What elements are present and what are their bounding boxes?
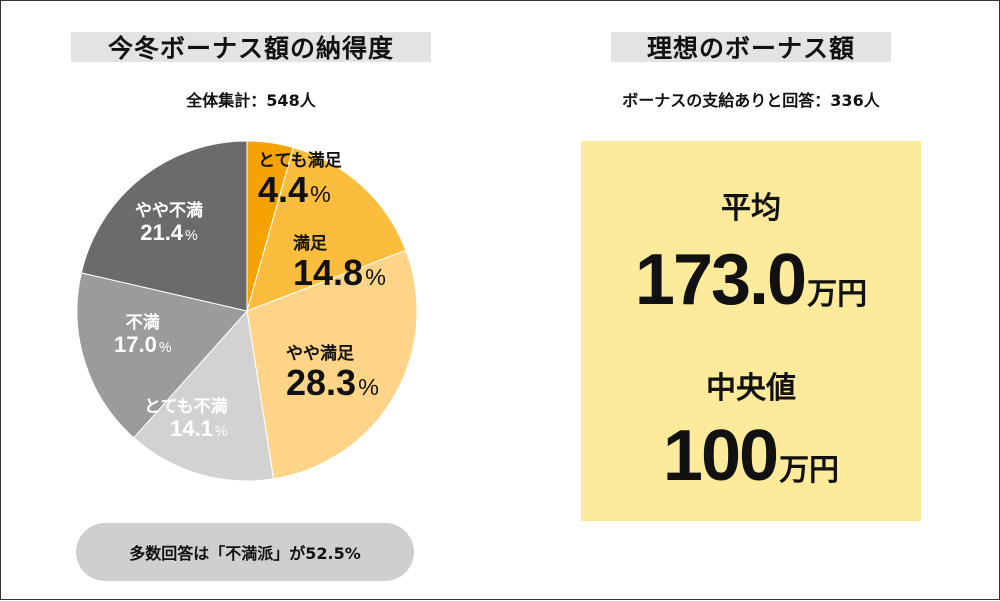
- left-panel-title: 今冬ボーナス額の納得度: [71, 32, 431, 63]
- slice-name: やや不満: [135, 201, 203, 221]
- average-unit: 万円: [807, 277, 868, 312]
- slice-percent: 28.3%: [286, 361, 379, 403]
- slice-name: 不満: [125, 313, 160, 333]
- slice-name: とても不満: [144, 397, 228, 417]
- slice-label-somewhat-dissatisfied: やや不満 21.4%: [135, 201, 203, 245]
- right-panel-title: 理想のボーナス額: [611, 32, 891, 63]
- slice-label-satisfied: 満足 14.8%: [293, 234, 386, 293]
- right-panel-subtitle: ボーナスの支給ありと回答：336人: [622, 91, 880, 110]
- pie-slice-4: [76, 272, 248, 439]
- slice-label-dissatisfied: 不満 17.0%: [114, 313, 172, 357]
- slice-percent: 21.4%: [140, 219, 198, 245]
- slice-name: とても満足: [258, 151, 342, 171]
- median-value: 100万円: [581, 415, 921, 497]
- slice-name: 満足: [293, 234, 327, 254]
- slice-percent: 14.1%: [170, 415, 228, 441]
- summary-callout: 多数回答は「不満派」が52.5%: [76, 523, 414, 581]
- slice-label-very-dissatisfied: とても不満 14.1%: [144, 397, 228, 441]
- slice-percent: 4.4%: [258, 168, 331, 210]
- slice-label-somewhat-satisfied: やや満足 28.3%: [286, 344, 379, 403]
- pie-slice-5: [80, 140, 248, 312]
- average-number: 173.0: [634, 240, 807, 320]
- slice-percent: 17.0%: [114, 331, 172, 357]
- slice-percent: 14.8%: [293, 251, 386, 293]
- median-number: 100: [662, 416, 779, 496]
- average-value: 173.0万円: [581, 239, 921, 321]
- median-label: 中央値: [706, 371, 796, 406]
- pie-slice-2: [246, 249, 418, 480]
- slice-name: やや満足: [286, 344, 354, 364]
- ideal-bonus-box: 平均 173.0万円 中央値 100万円: [581, 141, 921, 521]
- average-label: 平均: [721, 191, 781, 226]
- pie-slice-1: [246, 146, 407, 312]
- left-panel-subtitle: 全体集計：548人: [186, 91, 316, 110]
- slice-label-very-satisfied: とても満足 4.4%: [258, 151, 342, 210]
- pie-slice-3: [133, 309, 275, 482]
- median-unit: 万円: [779, 453, 840, 488]
